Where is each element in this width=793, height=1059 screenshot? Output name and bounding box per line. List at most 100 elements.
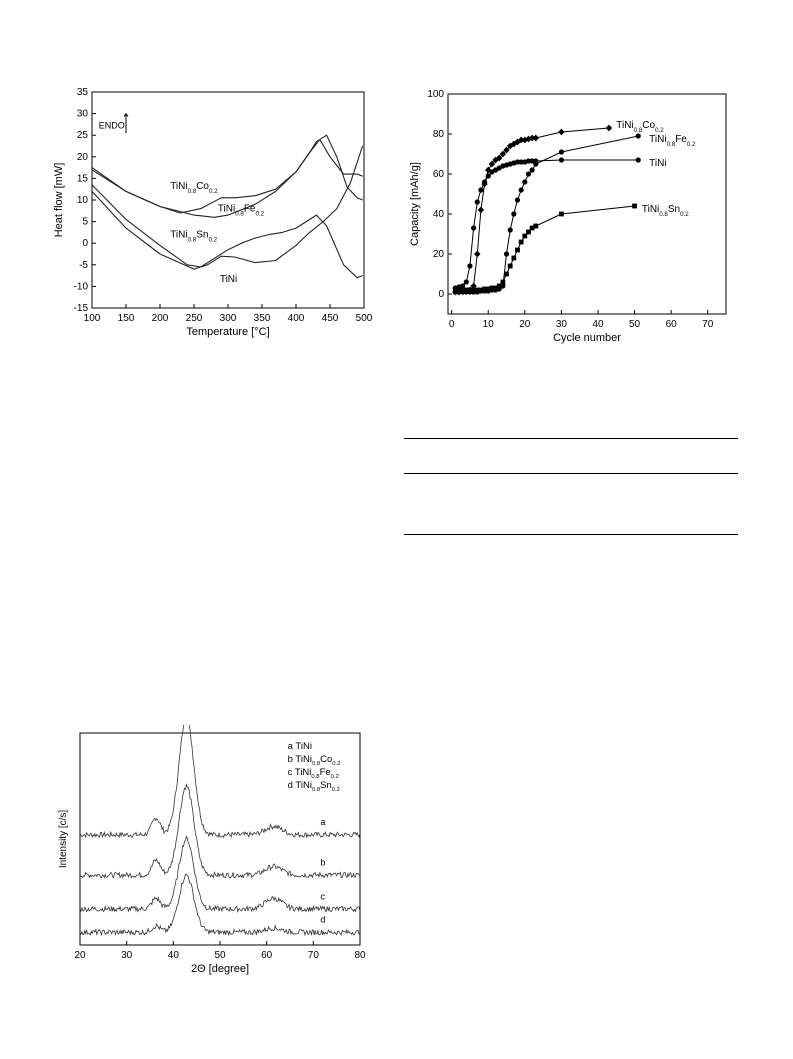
capacity-point-square <box>500 279 506 285</box>
capacity-x-tick-label: 0 <box>449 319 455 330</box>
capacity-series-label: TiNi0.8Co0.2 <box>616 120 664 134</box>
capacity-point-diamond <box>514 138 521 146</box>
xrd-curve-label: c <box>320 891 325 901</box>
xrd-pattern-line <box>79 873 361 937</box>
dsc-x-tick-label: 200 <box>152 313 169 324</box>
capacity-point-circle <box>463 279 469 285</box>
capacity-point-diamond <box>474 250 481 258</box>
dsc-x-tick-label: 100 <box>84 313 101 324</box>
capacity-point-circle <box>507 227 513 233</box>
capacity-series-label: TiNi <box>649 158 666 169</box>
capacity-point-square <box>478 287 484 293</box>
capacity-point-circle <box>460 283 466 289</box>
dsc-x-tick-label: 450 <box>322 313 339 324</box>
capacity-point-square <box>493 285 498 291</box>
capacity-point-circle <box>474 199 480 205</box>
capacity-point-circle <box>522 179 528 185</box>
dsc-series-line <box>91 184 363 279</box>
capacity-point-square <box>518 239 524 245</box>
xrd-x-axis-label: 2Θ [degree] <box>191 963 249 975</box>
dsc-x-tick-label: 500 <box>356 313 373 324</box>
xrd-y-axis-label: Intensity [c/s] <box>58 810 69 869</box>
capacity-point-diamond <box>605 124 613 132</box>
dsc-y-tick-label: -10 <box>74 281 89 292</box>
xrd-legend-entry: c TiNi0.8Fe0.2 <box>288 767 339 780</box>
dsc-y-tick-label: -5 <box>79 260 88 271</box>
xrd-x-tick-label: 60 <box>261 950 273 961</box>
dsc-y-tick-label: 35 <box>77 87 89 98</box>
capacity-point-circle <box>525 171 532 177</box>
capacity-point-square <box>529 225 535 231</box>
capacity-point-circle <box>471 225 477 231</box>
capacity-point-square <box>489 285 495 291</box>
table-header-rule <box>404 473 738 474</box>
capacity-point-circle <box>525 158 532 164</box>
capacity-point-diamond <box>496 154 503 162</box>
xrd-chart-svg: 20 30 40 50 60 70 80 2Θ [degree] Intensity [c/s]… <box>58 719 366 975</box>
dsc-y-axis-label: Heat flow [mW] <box>53 163 65 238</box>
capacity-point-circle <box>529 167 535 173</box>
capacity-point-circle <box>481 179 488 185</box>
dsc-y-tick-label: 25 <box>77 130 89 141</box>
xrd-x-tick-label: 40 <box>168 950 180 961</box>
xrd-curve-label: b <box>320 858 325 868</box>
dsc-series-line <box>91 145 364 270</box>
capacity-point-circle <box>635 133 641 139</box>
capacity-point-diamond <box>510 140 518 148</box>
capacity-point-diamond <box>503 146 510 154</box>
dsc-y-tick-label: 20 <box>77 152 89 163</box>
capacity-point-square <box>507 263 513 269</box>
xrd-chart: 20 30 40 50 60 70 80 2Θ [degree] Intensity [c/s]… <box>40 719 380 985</box>
xrd-legend-entry: d TiNi0.8Sn0.2 <box>288 780 340 793</box>
dsc-x-tick-label: 350 <box>254 313 271 324</box>
dsc-x-tick-label: 150 <box>118 313 135 324</box>
xrd-legend-entry: a TiNi <box>288 741 312 752</box>
capacity-series-line <box>455 135 639 293</box>
capacity-chart: 0 10 20 30 40 50 60 70 Cycle number 0 20 40 60 80 100 C… <box>400 80 740 350</box>
capacity-x-tick-label: 50 <box>629 319 641 330</box>
capacity-point-circle <box>467 263 473 269</box>
capacity-x-tick-label: 60 <box>666 319 678 330</box>
capacity-point-square <box>522 233 528 239</box>
capacity-point-circle <box>511 211 517 217</box>
capacity-y-tick-label: 40 <box>433 209 445 220</box>
dsc-y-tick-label: 30 <box>77 109 89 120</box>
dsc-x-axis-label: Temperature [°C] <box>186 326 269 338</box>
dsc-y-tick-label: 5 <box>82 217 88 228</box>
dsc-x-tick-label: 400 <box>288 313 305 324</box>
capacity-point-circle <box>503 251 510 257</box>
table-top-rule <box>404 438 738 439</box>
dsc-y-tick-label: -15 <box>74 303 89 314</box>
capacity-point-circle <box>529 158 535 164</box>
capacity-series-line <box>455 205 635 291</box>
capacity-point-diamond <box>477 206 485 214</box>
dsc-series-line <box>91 138 363 214</box>
dsc-x-tick-label: 300 <box>220 313 237 324</box>
xrd-legend-entry: b TiNi0.8Co0.2 <box>288 754 341 767</box>
capacity-point-square <box>632 203 637 209</box>
capacity-point-circle <box>558 149 564 155</box>
capacity-y-tick-label: 60 <box>433 169 445 180</box>
capacity-series-line <box>455 159 639 289</box>
xrd-curve-label: d <box>320 915 325 925</box>
capacity-point-circle <box>635 157 641 163</box>
capacity-point-diamond <box>528 134 536 142</box>
capacity-point-square <box>471 287 477 293</box>
capacity-point-circle <box>514 197 521 203</box>
capacity-point-square <box>496 283 502 289</box>
capacity-point-circle <box>558 157 564 163</box>
capacity-point-diamond <box>532 134 539 142</box>
capacity-y-tick-label: 0 <box>438 289 444 300</box>
capacity-x-tick-label: 20 <box>519 319 531 330</box>
capacity-point-diamond <box>558 128 565 136</box>
dsc-endo-annotation: ENDO <box>99 121 125 131</box>
capacity-point-circle <box>485 173 491 179</box>
dsc-series-line <box>91 134 363 218</box>
capacity-x-tick-label: 70 <box>702 319 714 330</box>
capacity-point-square <box>515 247 520 253</box>
capacity-y-tick-label: 80 <box>433 129 445 140</box>
capacity-point-square <box>558 211 564 217</box>
endo-arrowhead-icon <box>123 112 129 117</box>
xrd-x-tick-label: 80 <box>354 950 366 961</box>
dsc-x-tick-label: 250 <box>186 313 203 324</box>
